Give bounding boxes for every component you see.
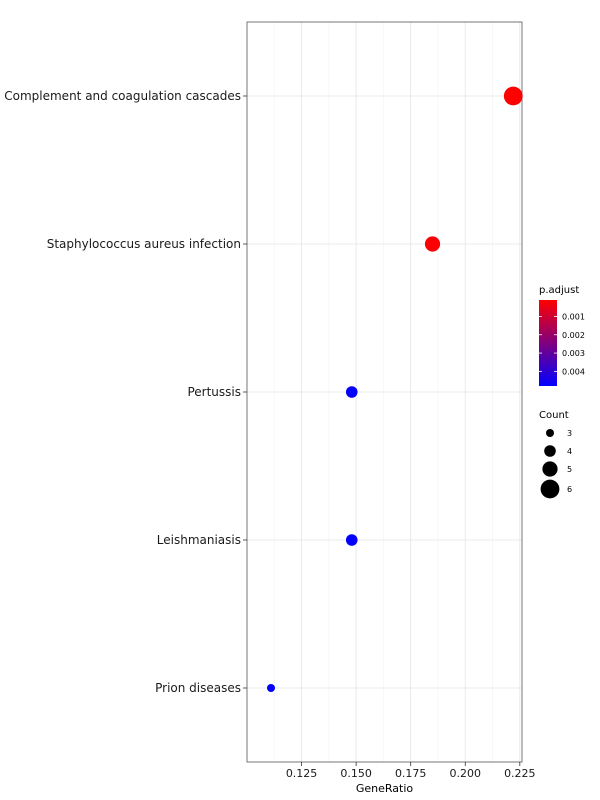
size-legend-key xyxy=(540,479,560,499)
category-label: Leishmaniasis xyxy=(157,533,241,547)
data-point xyxy=(424,236,441,252)
data-point xyxy=(267,684,276,692)
color-legend-label: 0.001 xyxy=(562,312,585,321)
x-axis: 0.125 0.150 0.175 0.200 0.225 xyxy=(286,762,536,780)
size-legend-label: 3 xyxy=(567,429,572,438)
color-legend: p.adjust 0.001 0.002 0.003 0.004 xyxy=(539,285,585,386)
size-legend-key xyxy=(542,461,558,477)
size-legend-label: 4 xyxy=(567,447,572,456)
category-axis: Complement and coagulation cascades Staph… xyxy=(4,89,247,695)
size-legend-key xyxy=(544,445,556,457)
data-point xyxy=(503,86,523,106)
category-label: Prion diseases xyxy=(155,681,241,695)
size-legend-label: 6 xyxy=(567,485,572,494)
color-legend-title: p.adjust xyxy=(539,285,579,296)
grid-lines xyxy=(247,22,522,762)
color-legend-label: 0.004 xyxy=(562,367,585,376)
x-tick-label: 0.125 xyxy=(286,767,318,780)
size-legend: Count 3 4 5 6 xyxy=(539,410,572,499)
category-label: Staphylococcus aureus infection xyxy=(47,237,241,251)
data-point xyxy=(345,534,358,546)
size-legend-title: Count xyxy=(539,410,569,421)
data-point xyxy=(345,386,358,398)
x-tick-label: 0.150 xyxy=(340,767,372,780)
category-label: Pertussis xyxy=(187,385,241,399)
size-legend-key xyxy=(546,429,554,437)
x-axis-title: GeneRatio xyxy=(356,782,414,795)
x-tick-label: 0.175 xyxy=(395,767,427,780)
color-legend-label: 0.003 xyxy=(562,349,585,358)
color-legend-label: 0.002 xyxy=(562,331,585,340)
x-tick-label: 0.225 xyxy=(504,767,536,780)
x-tick-label: 0.200 xyxy=(450,767,482,780)
size-legend-label: 5 xyxy=(567,465,572,474)
category-label: Complement and coagulation cascades xyxy=(4,89,241,103)
points xyxy=(267,86,523,692)
color-legend-bar xyxy=(539,300,557,386)
